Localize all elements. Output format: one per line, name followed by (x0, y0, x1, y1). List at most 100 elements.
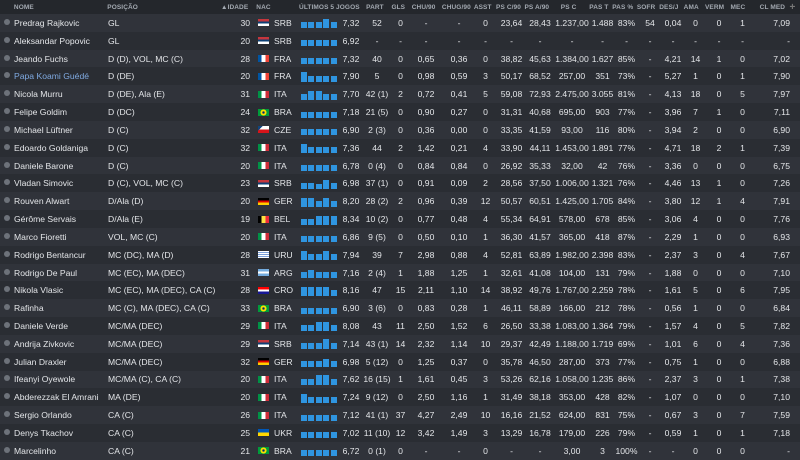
player-name[interactable]: Edoardo Goldaniga (14, 142, 89, 153)
player-name[interactable]: Julian Draxler (14, 356, 67, 367)
player-name[interactable]: Marco Fioretti (14, 231, 67, 242)
player-info-icon[interactable] (0, 357, 14, 366)
table-row[interactable]: Rafinha MC (C), MA (DEC), CA (C) 33 BRA 6,90… (0, 299, 800, 318)
table-row[interactable]: Gérôme Servais D/Ala (E) 19 BEL 8,34 10 (2) 0 0… (0, 210, 800, 228)
col-part[interactable]: PART (366, 3, 384, 11)
table-row[interactable]: Rodrigo De Paul MC (EC), MA (DEC) 31 ARG 7,1… (0, 263, 800, 282)
table-row[interactable]: Jeando Fuchs D (D), VOL, MC (C) 28 FRA 7,32 4… (0, 49, 800, 68)
col-psa90[interactable]: PS A/90 (524, 3, 550, 11)
player-name[interactable]: Michael Lüftner (14, 124, 73, 135)
player-name[interactable]: Daniele Barone (14, 160, 74, 171)
player-info-icon[interactable] (0, 72, 14, 80)
player-info-icon[interactable] (0, 232, 14, 241)
player-info-icon[interactable] (0, 411, 14, 419)
player-name[interactable]: Rouven Alwart (14, 196, 70, 207)
player-name[interactable]: Felipe Goldim (14, 107, 68, 118)
player-info-icon[interactable] (0, 125, 14, 134)
col-asst[interactable]: ASST (473, 3, 492, 11)
col-psc[interactable]: PS C (560, 3, 577, 11)
col-chu90[interactable]: CHU/90 (411, 3, 436, 11)
player-name[interactable]: Denys Tkachov (14, 427, 74, 438)
player-info-icon[interactable] (0, 215, 14, 223)
player-name[interactable]: Abderezzak El Amrani (14, 392, 99, 403)
stat-chug: 1,25 (450, 267, 468, 278)
player-info-icon[interactable] (0, 197, 14, 205)
col-form[interactable]: ÚLTIMOS 5 JOGOS (299, 3, 360, 11)
player-name[interactable]: Sergio Orlando (14, 410, 72, 421)
table-row[interactable]: Michael Lüftner D (C) 32 CZE 6,90 2 (3) 0 0,36 0… (0, 120, 800, 139)
player-name[interactable]: Papa Koami Guédé (14, 71, 90, 82)
table-row[interactable]: Ifeanyi Oyewole MC/MA (C), CA (C) 20 ITA 7,6… (0, 370, 800, 389)
table-row[interactable]: Edoardo Goldaniga D (C) 32 ITA 7,36 44 2 1,42 0,… (0, 138, 800, 157)
table-row[interactable]: Rodrigo Bentancur MC (DC), MA (D) 28 URU 7,9… (0, 245, 800, 264)
player-info-icon[interactable] (0, 18, 14, 27)
col-psc90[interactable]: PS C/90 (496, 3, 521, 11)
table-row[interactable]: Nicola Murru D (DE), Ala (E) 31 ITA 7,70 42 (… (0, 85, 800, 104)
player-name[interactable]: Vladan Simovic (14, 178, 74, 189)
table-row[interactable]: Daniele Verde MC/MA (DEC) 29 ITA 8,08 43 11 2,5… (0, 317, 800, 335)
player-name[interactable]: Aleksandar Popovic (14, 35, 90, 46)
table-row[interactable]: Daniele Barone D (C) 20 ITA 6,78 0 (4) 0 0,84 0,… (0, 156, 800, 175)
player-info-icon[interactable] (0, 268, 14, 277)
player-name[interactable]: Nicola Murru (14, 89, 63, 100)
table-row[interactable]: Vladan Simovic D (C), VOL, MC (C) 23 SRB 6,9… (0, 174, 800, 193)
player-info-icon[interactable] (0, 179, 14, 187)
table-row[interactable]: Nikola Vlasic MC (EC), MA (DEC), CA (C) 28… (0, 281, 800, 300)
player-info-icon[interactable] (0, 286, 14, 294)
player-info-icon[interactable] (0, 339, 14, 348)
col-nac[interactable]: NAC (256, 3, 271, 11)
player-info-icon[interactable] (0, 321, 14, 330)
player-name[interactable]: Marcelinho (14, 445, 57, 456)
table-row[interactable]: Papa Koami Guédé D (DE) 20 FRA 7,90 5 0 0,98 0,5… (0, 67, 800, 86)
col-pasp[interactable]: PAS % (612, 3, 634, 11)
form-bar (315, 147, 322, 154)
player-name[interactable]: Daniele Verde (14, 320, 68, 331)
col-mec[interactable]: MEC (730, 3, 746, 11)
player-name[interactable]: Nikola Vlasic (14, 285, 64, 296)
player-info-icon[interactable] (0, 375, 14, 383)
player-name[interactable]: Ifeanyi Oyewole (14, 374, 76, 385)
table-row[interactable]: Julian Draxler MC/MA (DEC) 32 GER 6,98 5 (12)… (0, 352, 800, 371)
col-clmed[interactable]: CL MED (759, 3, 786, 11)
player-name[interactable]: Jeando Fuchs (14, 53, 68, 64)
col-posicao[interactable]: POSIÇÃO (107, 3, 138, 11)
table-row[interactable]: Rouven Alwart D/Ala (D) 20 GER 8,20 28 (2) 2 0,… (0, 192, 800, 211)
player-name[interactable]: Andrija Zivkovic (14, 338, 75, 349)
player-info-icon[interactable] (0, 393, 14, 401)
player-info-icon[interactable] (0, 36, 14, 45)
player-info-icon[interactable] (0, 304, 14, 312)
col-verm[interactable]: VERM (704, 3, 725, 11)
player-name[interactable]: Rafinha (14, 303, 44, 314)
col-idade[interactable]: ▲IDADE (221, 3, 249, 11)
player-info-icon[interactable] (0, 108, 14, 116)
col-nome[interactable]: NOME (13, 3, 34, 11)
table-row[interactable]: Denys Tkachov CA (C) 25 UKR 7,02 11 (10) 12 3,4… (0, 424, 800, 442)
table-row[interactable]: Felipe Goldim D (DC) 24 BRA 7,18 21 (5) 0 0,90 0… (0, 103, 800, 121)
table-row[interactable]: Marco Fioretti VOL, MC (C) 20 ITA 6,86 9 (5) 0… (0, 227, 800, 246)
table-row[interactable]: Marcelinho CA (C) 21 BRA 6,72 0 (1) 0 - - 0 - - 3,00… (0, 441, 800, 460)
table-row[interactable]: Abderezzak El Amrani MA (DE) 20 ITA 7,24 9 (1… (0, 388, 800, 407)
player-info-icon[interactable] (0, 54, 14, 63)
col-ama[interactable]: AMA (683, 3, 699, 11)
player-info-icon[interactable] (0, 143, 14, 152)
player-name[interactable]: Gérôme Servais (14, 214, 77, 225)
player-name[interactable]: Predrag Rajkovic (14, 17, 80, 28)
player-name[interactable]: Rodrigo De Paul (14, 267, 78, 278)
player-info-icon[interactable] (0, 250, 14, 259)
table-row[interactable]: Sergio Orlando CA (C) 26 ITA 7,12 41 (1) 37 4,2… (0, 406, 800, 425)
col-past[interactable]: PAS T (589, 3, 609, 11)
col-sofr[interactable]: SOFR (636, 3, 656, 11)
table-row[interactable]: Andrija Zivkovic MC/MA (DEC) 29 SRB 7,14 43 (… (0, 334, 800, 353)
table-row[interactable]: Aleksandar Popovic GL 20 SRB 6,92 - - - - - - - - - - -… (0, 31, 800, 50)
player-info-icon[interactable] (0, 90, 14, 98)
col-desj[interactable]: DES/J (659, 3, 679, 11)
col-gls[interactable]: GLS (391, 3, 406, 11)
player-info-icon[interactable] (0, 446, 14, 455)
player-info-icon[interactable] (0, 428, 14, 437)
table-row[interactable]: Predrag Rajkovic GL 30 SRB 7,32 52 0 - - 0 23,64 28… (0, 14, 800, 32)
add-column-button[interactable]: + (789, 1, 796, 13)
player-name[interactable]: Rodrigo Bentancur (14, 249, 86, 260)
col-chug90[interactable]: CHUG/90 (441, 3, 471, 11)
player-info-icon[interactable] (0, 161, 14, 170)
player-nationality: SRB (250, 18, 295, 28)
